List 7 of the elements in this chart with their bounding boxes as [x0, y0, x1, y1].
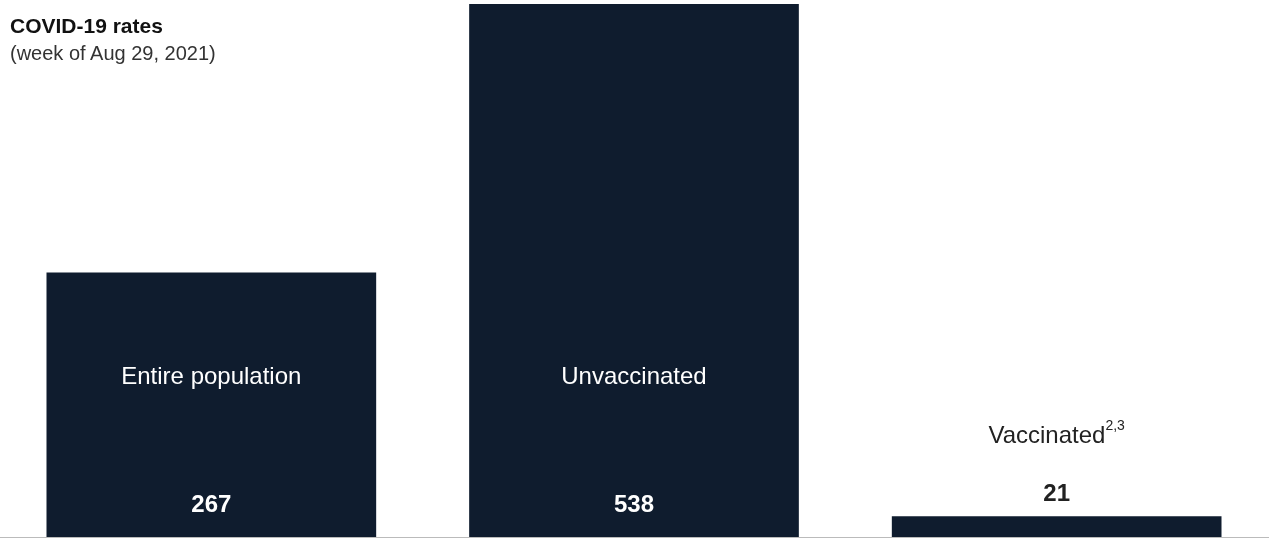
- x-tick-label: Unvaccinated: [561, 361, 707, 389]
- data-label: 267: [191, 489, 232, 517]
- data-label: 538: [613, 489, 655, 517]
- text: COVID-19 rates: [10, 14, 164, 38]
- x-tick-label: Entire population: [121, 361, 302, 389]
- data-label: 21: [1043, 478, 1071, 506]
- text: (week of Aug 29, 2021): [10, 42, 216, 65]
